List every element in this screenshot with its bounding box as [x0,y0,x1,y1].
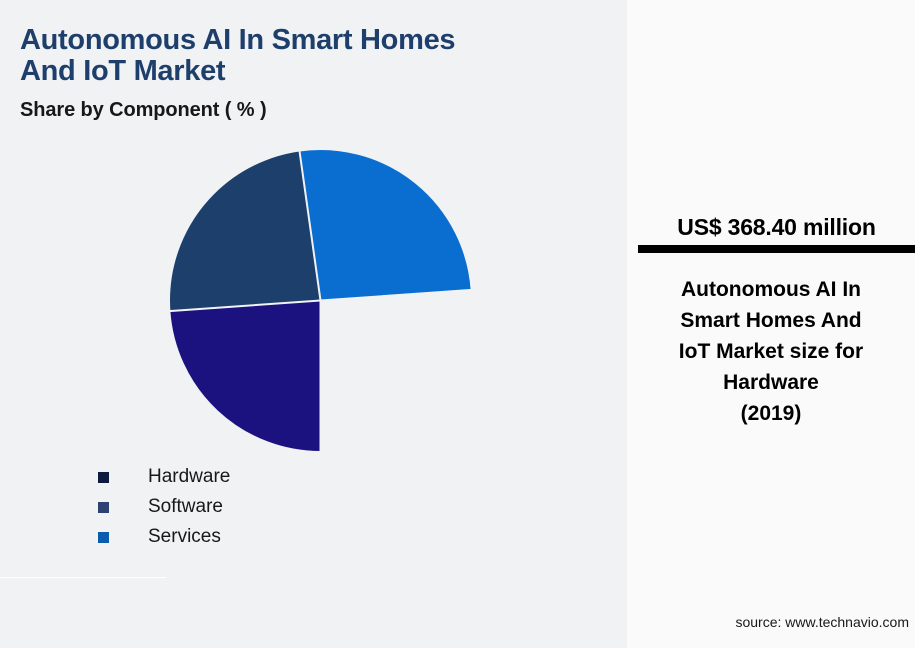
legend-item-hardware[interactable]: Hardware [98,464,418,494]
chart-right-panel: US$ 368.40 million Autonomous AI In Smar… [627,0,915,648]
callout-description: Autonomous AI In Smart Homes And IoT Mar… [678,278,864,425]
pie-chart [169,149,472,452]
pie-chart-svg [169,149,472,452]
pie-slice-software[interactable] [169,299,322,453]
legend-swatch-icon [98,502,109,513]
chart-subtitle: Share by Component ( % ) [20,99,267,121]
legend-item-label: Software [148,496,223,517]
legend-item-services[interactable]: Services [98,524,418,554]
callout-divider [638,245,915,253]
legend-item-label: Hardware [148,466,231,487]
legend-swatch-icon [98,532,109,543]
callout-value: US$ 368.40 million [677,214,876,240]
source-note: source: www.technavio.com [735,614,909,630]
legend-swatch-icon [98,472,109,483]
pie-slice-services[interactable] [298,149,472,302]
chart-legend: Hardware Software Services [98,464,418,554]
horizontal-divider [0,577,166,578]
legend-item-software[interactable]: Software [98,494,418,524]
page-title: Autonomous AI In Smart Homes And IoT Mar… [20,24,456,87]
chart-left-panel: Autonomous AI In Smart Homes And IoT Mar… [0,24,472,578]
legend-item-label: Services [148,526,221,547]
